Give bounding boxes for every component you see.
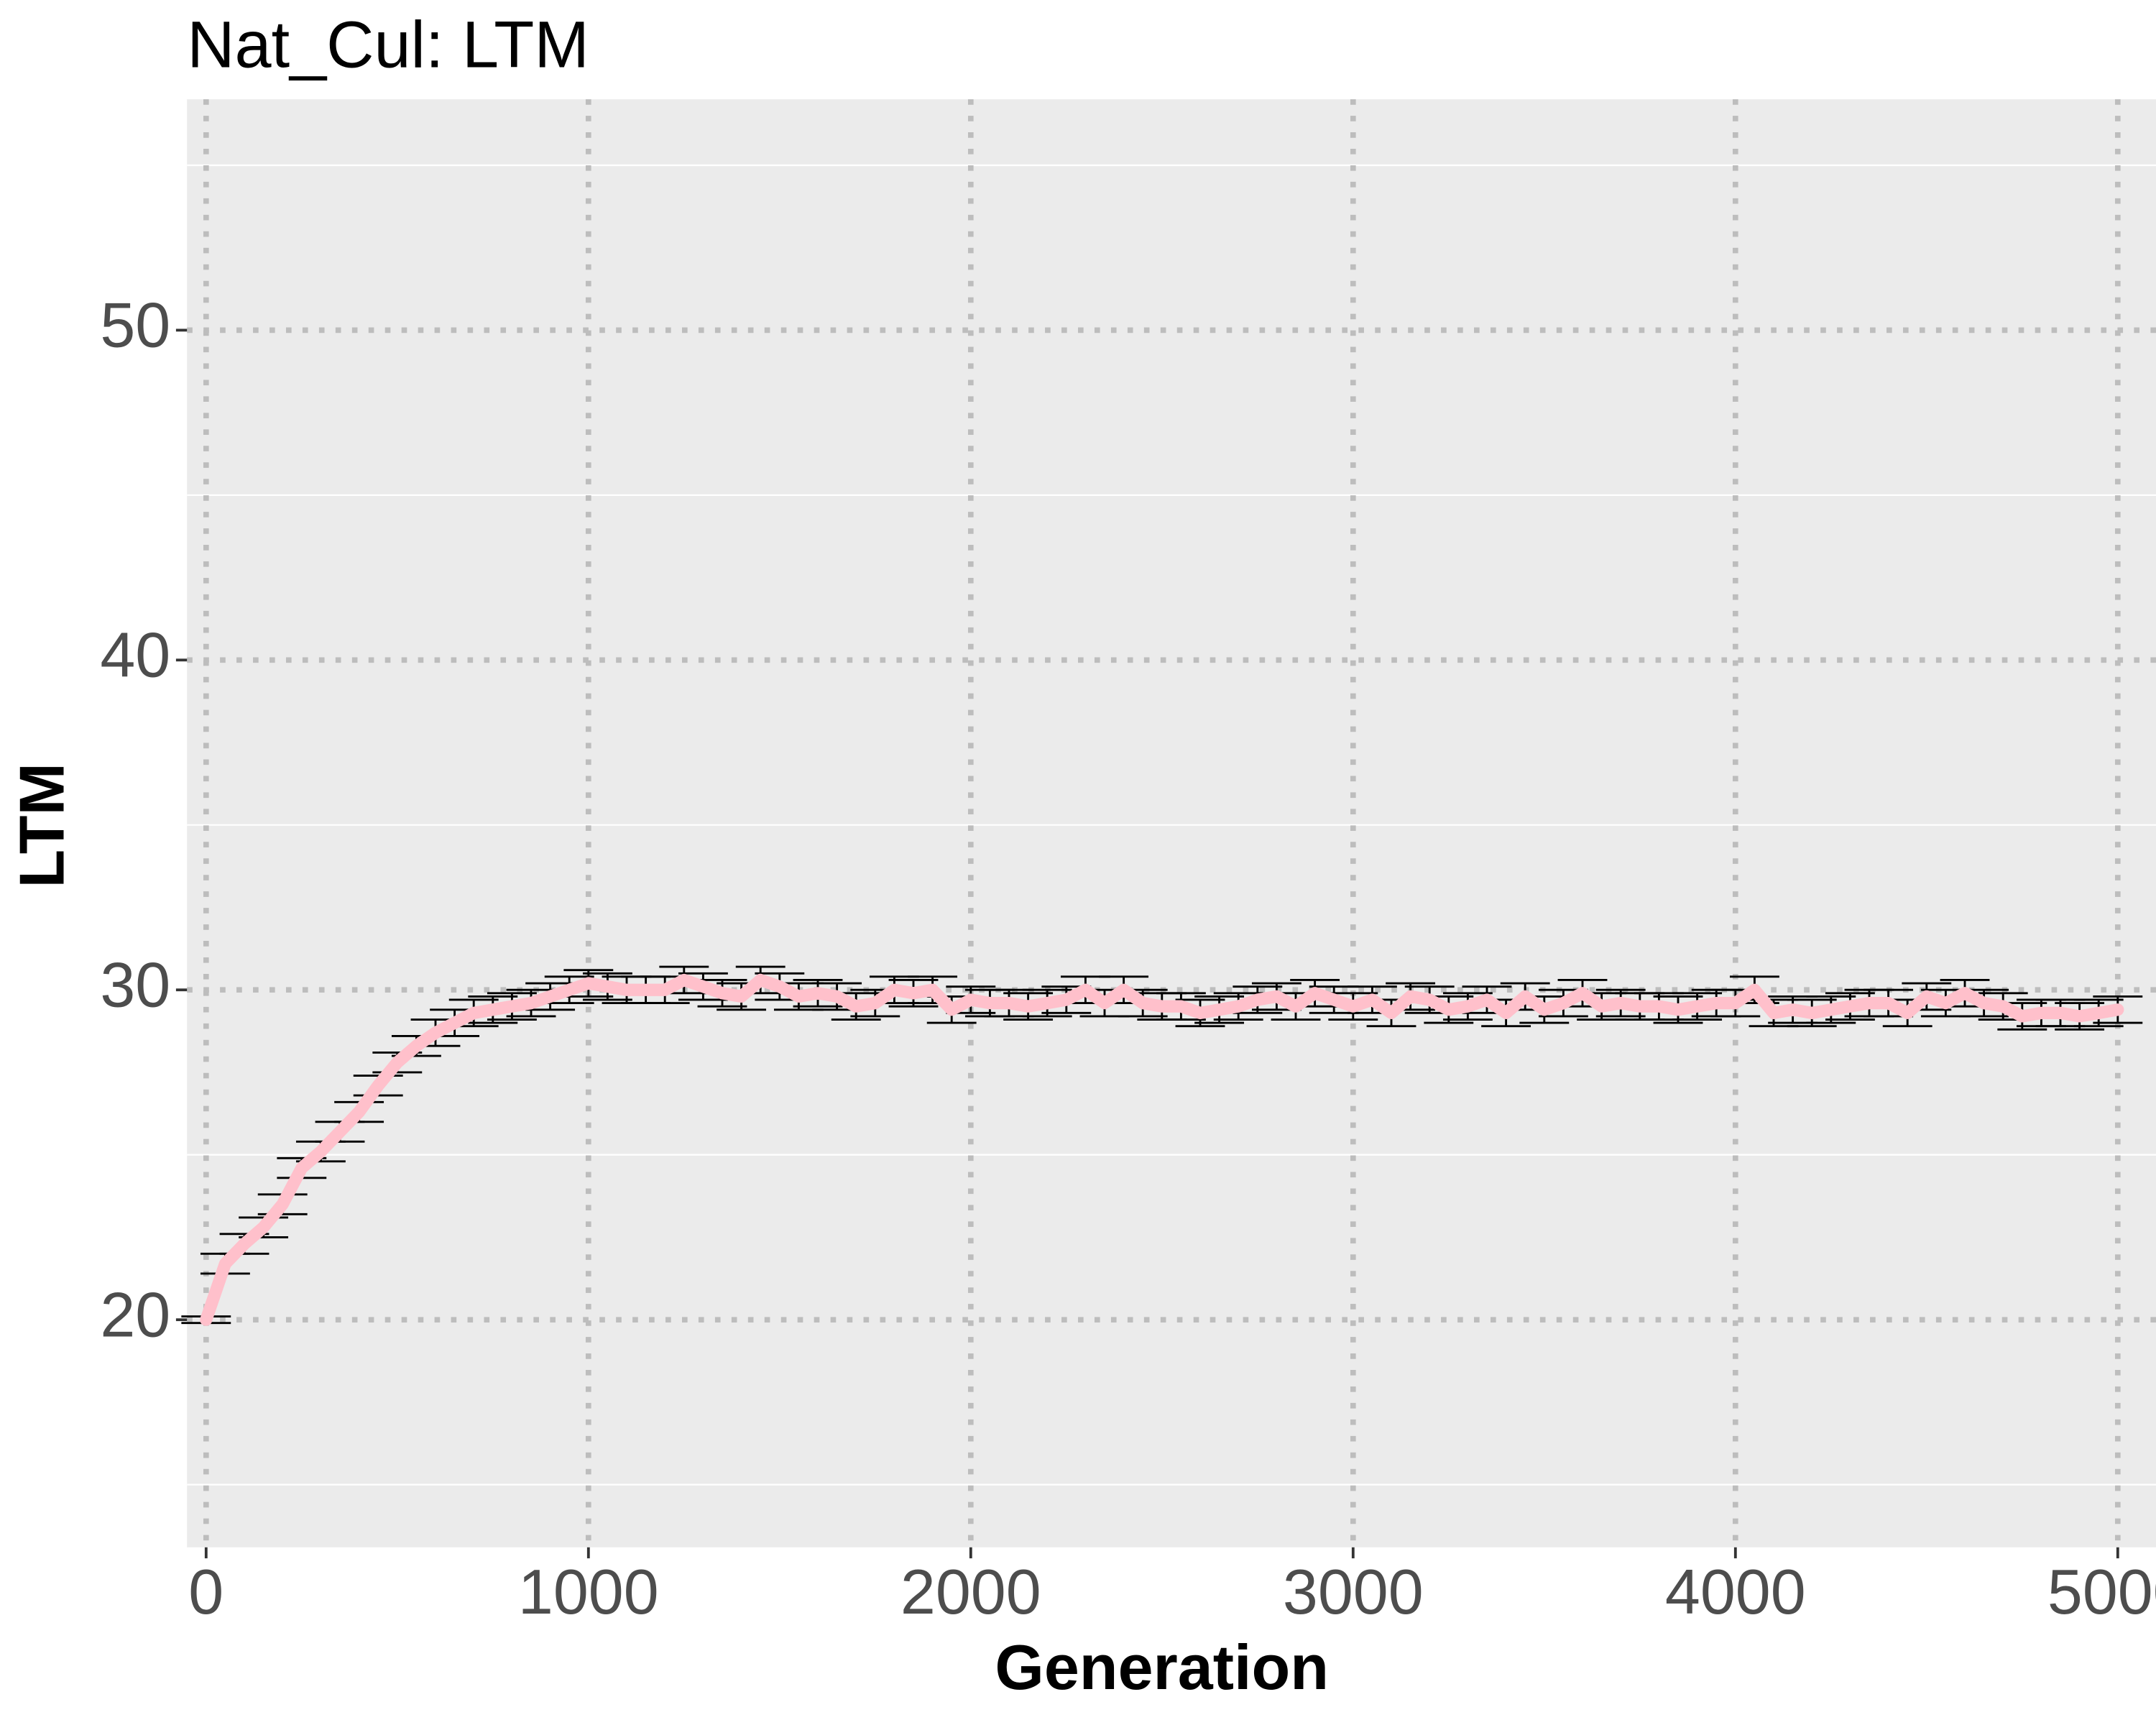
- y-tick-label: 20: [100, 1279, 170, 1350]
- x-tick-label: 3000: [1283, 1556, 1424, 1627]
- chart-title: Nat_Cul: LTM: [187, 9, 589, 82]
- plot-background: [187, 99, 2156, 1547]
- x-tick-label: 2000: [900, 1556, 1041, 1627]
- x-tick-label: 0: [188, 1556, 224, 1627]
- y-tick-label: 40: [100, 620, 170, 691]
- x-tick-label: 5000: [2047, 1556, 2156, 1627]
- x-tick-label: 1000: [518, 1556, 659, 1627]
- y-axis-label: LTM: [6, 763, 77, 888]
- x-tick-label: 4000: [1665, 1556, 1806, 1627]
- y-tick-label: 30: [100, 949, 170, 1020]
- data-line: [200, 973, 2124, 1326]
- y-tick-label: 50: [100, 290, 170, 361]
- x-axis-label: Generation: [995, 1632, 1329, 1703]
